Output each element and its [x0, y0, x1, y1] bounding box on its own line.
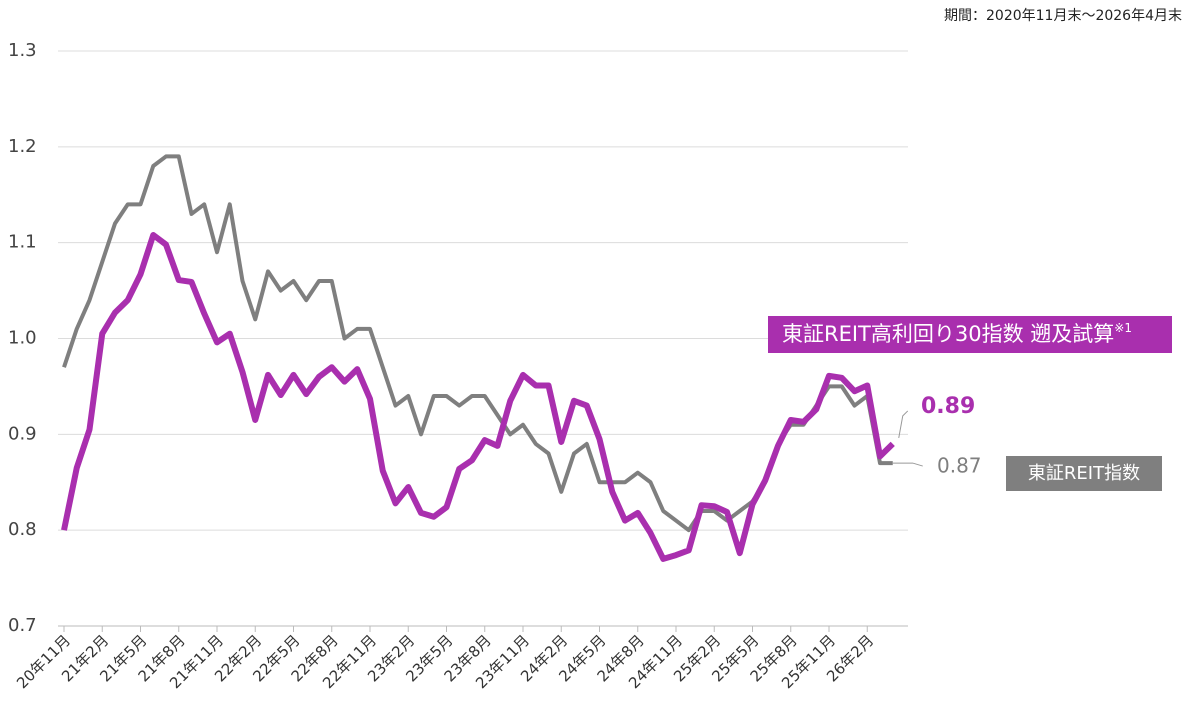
- series-line: [61, 232, 895, 562]
- leader-line: [892, 462, 923, 467]
- end-label: 0.89: [921, 394, 975, 419]
- y-tick-label: 0.8: [8, 519, 37, 540]
- period-note: 期間：2020年11月末～2026年4月末: [944, 8, 1182, 24]
- y-tick-label: 1.2: [8, 136, 37, 157]
- legend-box: [768, 316, 1172, 353]
- legend-note: ※1: [1114, 321, 1132, 335]
- leader-line: [898, 410, 909, 439]
- end-label: 0.87: [937, 454, 982, 478]
- legend-label: 東証REIT高利回り30指数 遡及試算※1: [782, 321, 1132, 347]
- y-tick-label: 1.0: [8, 328, 37, 349]
- x-tick-label: 20年11月: [13, 631, 74, 692]
- y-tick-label: 0.7: [8, 615, 37, 636]
- legend-label: 東証REIT指数: [1028, 463, 1140, 484]
- y-tick-label: 1.1: [8, 232, 37, 253]
- legend-box: [1006, 456, 1162, 491]
- legend-name: 東証REIT高利回り30指数 遡及試算: [782, 322, 1114, 346]
- y-tick-label: 0.9: [8, 423, 37, 444]
- y-tick-label: 1.3: [8, 40, 37, 61]
